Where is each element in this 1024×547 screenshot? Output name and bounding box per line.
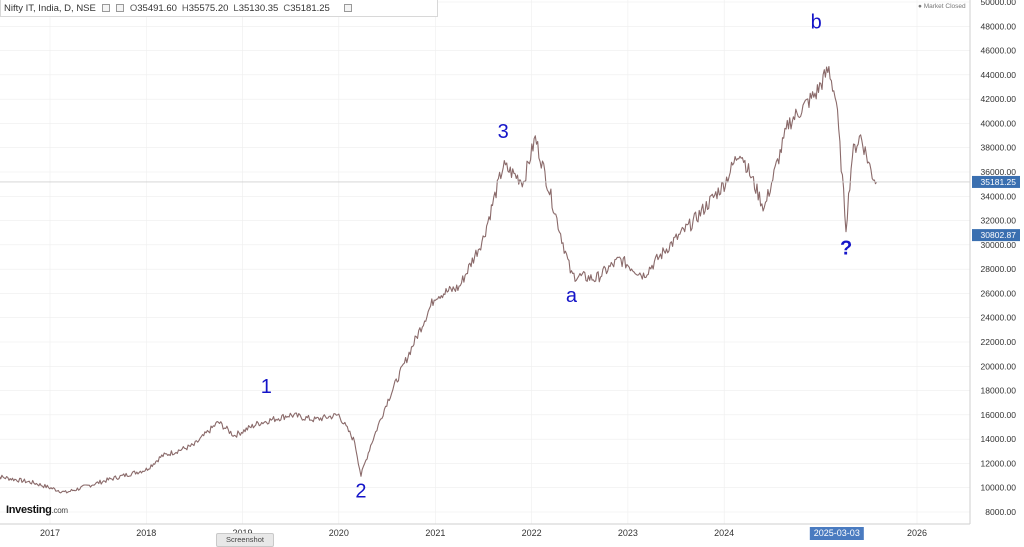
date-badge-label: 2025-03-03 — [814, 528, 860, 538]
ohlc-values: O35491.60 H35575.20 L35130.35 C35181.25 — [130, 3, 330, 14]
price-tick-label: 18000.00 — [981, 386, 1017, 396]
price-tick-label: 16000.00 — [981, 410, 1017, 420]
close-value: 35181.25 — [290, 3, 330, 14]
price-tick-label: 50000.00 — [981, 0, 1017, 7]
logo-name: Investing — [6, 504, 52, 516]
wave-label: 3 — [498, 121, 509, 143]
price-tick-label: 8000.00 — [985, 507, 1016, 517]
expand-icon[interactable] — [344, 4, 352, 12]
time-tick-label: 2017 — [40, 528, 60, 538]
price-tick-label: 28000.00 — [981, 264, 1017, 274]
investing-logo: Investing.com — [6, 504, 68, 516]
price-tick-label: 26000.00 — [981, 288, 1017, 298]
price-tick-label: 40000.00 — [981, 118, 1017, 128]
price-badge-label: 30802.87 — [981, 230, 1017, 240]
time-tick-label: 2023 — [618, 528, 638, 538]
price-tick-label: 34000.00 — [981, 191, 1017, 201]
hide-icon[interactable] — [116, 4, 124, 12]
market-status: ● Market Closed — [918, 3, 966, 10]
price-tick-label: 20000.00 — [981, 361, 1017, 371]
price-tick-label: 10000.00 — [981, 483, 1017, 493]
price-line — [0, 67, 877, 493]
price-tick-label: 12000.00 — [981, 458, 1017, 468]
price-tick-label: 24000.00 — [981, 313, 1017, 323]
price-tick-label: 48000.00 — [981, 21, 1017, 31]
time-tick-label: 2026 — [907, 528, 927, 538]
price-tick-label: 44000.00 — [981, 70, 1017, 80]
chart-grid — [0, 0, 970, 524]
price-tick-label: 32000.00 — [981, 216, 1017, 226]
settings-icon[interactable] — [102, 4, 110, 12]
wave-label: a — [566, 285, 578, 307]
symbol-title: Nifty IT, India, D, NSE — [4, 3, 96, 14]
low-value: 35130.35 — [239, 3, 279, 14]
price-tick-label: 30000.00 — [981, 240, 1017, 250]
wave-label: b — [811, 12, 822, 34]
time-axis-labels: 201720182019202020212022202320242026 — [40, 528, 927, 538]
wave-annotations: 1 2 3 a b? — [261, 12, 852, 503]
price-tick-label: 36000.00 — [981, 167, 1017, 177]
time-tick-label: 2018 — [136, 528, 156, 538]
price-tick-label: 46000.00 — [981, 46, 1017, 56]
time-tick-label: 2020 — [329, 528, 349, 538]
time-tick-label: 2022 — [522, 528, 542, 538]
price-tick-label: 42000.00 — [981, 94, 1017, 104]
logo-domain: .com — [52, 506, 68, 515]
wave-label: ? — [840, 238, 852, 260]
time-tick-label: 2024 — [714, 528, 734, 538]
wave-label: 2 — [355, 480, 366, 502]
price-tick-label: 38000.00 — [981, 143, 1017, 153]
chart-legend: Nifty IT, India, D, NSE O35491.60 H35575… — [0, 0, 438, 17]
high-value: 35575.20 — [189, 3, 229, 14]
high-label: H — [182, 3, 189, 14]
price-tick-label: 14000.00 — [981, 434, 1017, 444]
price-tick-label: 22000.00 — [981, 337, 1017, 347]
time-tick-label: 2021 — [425, 528, 445, 538]
price-series — [0, 67, 877, 493]
screenshot-tab[interactable]: Screenshot — [216, 533, 274, 547]
price-badge-label: 35181.25 — [981, 177, 1017, 187]
wave-label: 1 — [261, 376, 272, 398]
open-value: 35491.60 — [137, 3, 177, 14]
